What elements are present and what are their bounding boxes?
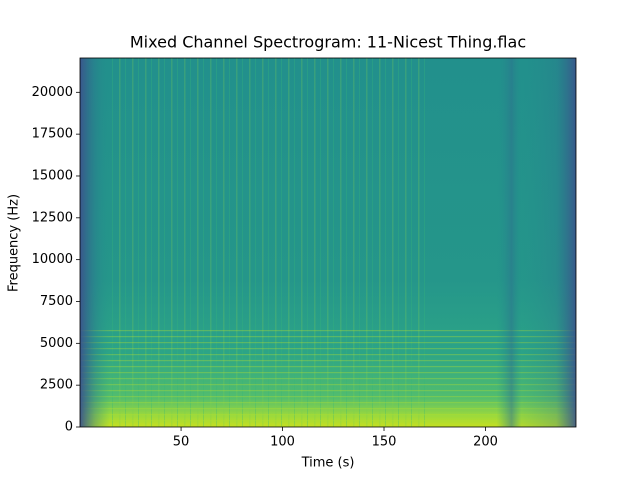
- chart-title: Mixed Channel Spectrogram: 11-Nicest Thi…: [130, 33, 526, 52]
- x-tick-label: 50: [173, 435, 190, 450]
- y-tick-label: 10000: [32, 252, 73, 267]
- y-tick-label: 12500: [32, 210, 73, 225]
- y-tick-label: 15000: [32, 168, 73, 183]
- y-tick-label: 17500: [32, 127, 73, 142]
- x-tick-label: 200: [473, 435, 498, 450]
- y-axis-label: Frequency (Hz): [7, 194, 22, 292]
- spectrogram-image: [80, 58, 576, 427]
- y-tick-label: 5000: [40, 336, 73, 351]
- y-tick-label: 20000: [32, 85, 73, 100]
- y-tick-label: 7500: [40, 294, 73, 309]
- y-tick-label: 2500: [40, 378, 73, 393]
- x-axis-label: Time (s): [301, 456, 355, 471]
- x-tick-label: 150: [372, 435, 397, 450]
- plot-frame: [79, 57, 577, 428]
- x-tick-label: 100: [270, 435, 295, 450]
- y-tick-label: 0: [65, 420, 73, 435]
